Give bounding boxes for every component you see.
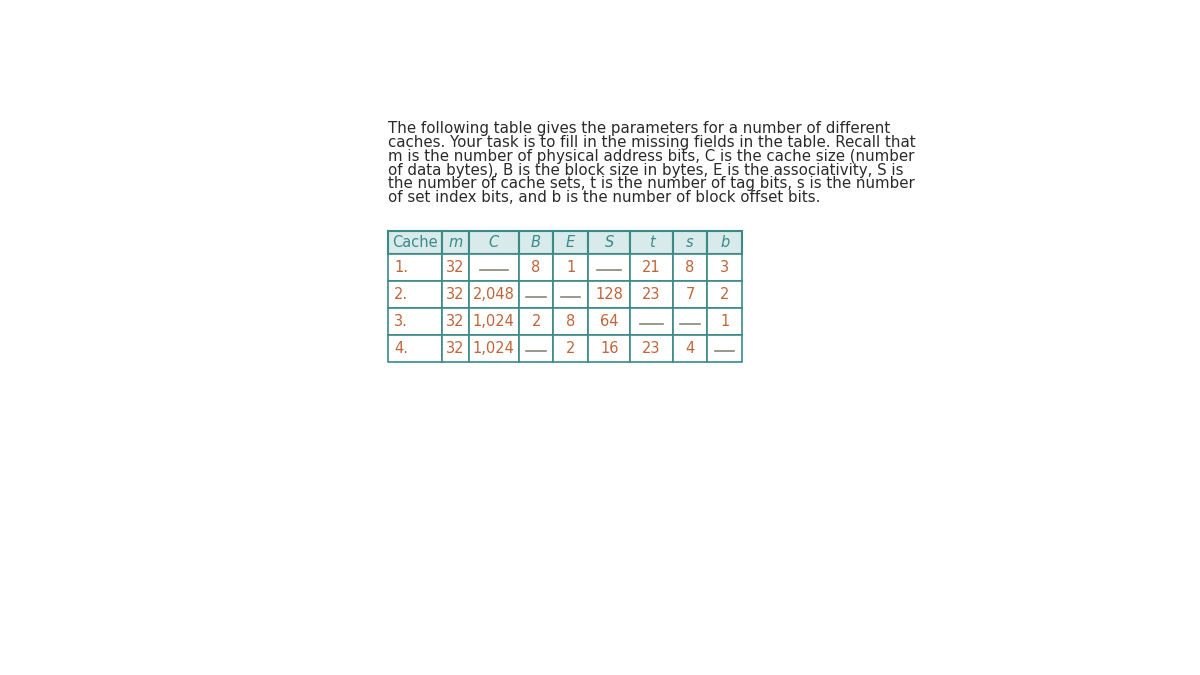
Bar [673,231,708,254]
Text: 32: 32 [446,261,464,275]
Text: 8: 8 [566,314,575,329]
Text: 2.: 2. [395,287,408,302]
Text: of data bytes), B is the block size in bytes, E is the associativity, S is: of data bytes), B is the block size in b… [388,163,904,178]
Text: 2,048: 2,048 [473,287,515,302]
Text: B: B [532,235,541,250]
Text: 32: 32 [446,341,464,356]
Text: m: m [448,235,462,250]
Text: 2: 2 [720,287,730,302]
Text: E: E [566,235,575,250]
Bar [553,254,588,281]
Bar [518,231,553,254]
Text: of set index bits, and b is the number of block offset bits.: of set index bits, and b is the number o… [388,190,821,205]
Bar [469,335,518,362]
Text: 23: 23 [642,341,661,356]
Text: 2: 2 [532,314,541,329]
Text: 1: 1 [720,314,730,329]
Text: 21: 21 [642,261,661,275]
Bar [442,308,469,335]
Bar [673,254,708,281]
Text: 1,024: 1,024 [473,314,515,329]
Bar [518,308,553,335]
Bar [673,335,708,362]
Text: 4: 4 [685,341,695,356]
Bar [469,231,518,254]
Text: 16: 16 [600,341,618,356]
Text: b: b [720,235,730,250]
Text: The following table gives the parameters for a number of different: The following table gives the parameters… [388,121,890,136]
Bar [553,335,588,362]
Bar [708,335,742,362]
Text: 3.: 3. [395,314,408,329]
Text: 1.: 1. [395,261,408,275]
Bar [469,254,518,281]
Bar [588,308,630,335]
Bar [469,308,518,335]
Bar [388,231,442,254]
Bar [388,254,442,281]
Text: 4.: 4. [395,341,408,356]
Text: m is the number of physical address bits, C is the cache size (number: m is the number of physical address bits… [388,148,914,164]
Text: s: s [686,235,694,250]
Bar [553,231,588,254]
Text: 7: 7 [685,287,695,302]
Bar [553,281,588,308]
Bar [388,335,442,362]
Bar [388,308,442,335]
Bar [630,254,673,281]
Text: 2: 2 [566,341,576,356]
Bar [630,281,673,308]
Bar [588,254,630,281]
Bar [630,308,673,335]
Bar [708,281,742,308]
Bar [553,308,588,335]
Text: Cache: Cache [392,235,438,250]
Text: S: S [605,235,614,250]
Bar [708,231,742,254]
Bar [469,281,518,308]
Bar [442,281,469,308]
Bar [588,335,630,362]
Bar [630,231,673,254]
Bar [442,231,469,254]
Text: 1: 1 [566,261,575,275]
Bar [630,335,673,362]
Text: 23: 23 [642,287,661,302]
Text: 1,024: 1,024 [473,341,515,356]
Text: C: C [488,235,499,250]
Text: the number of cache sets, t is the number of tag bits, s is the number: the number of cache sets, t is the numbe… [388,176,914,192]
Bar [708,254,742,281]
Bar [442,335,469,362]
Text: 8: 8 [685,261,695,275]
Bar [518,335,553,362]
Text: t: t [649,235,654,250]
Text: 64: 64 [600,314,618,329]
Text: 8: 8 [532,261,541,275]
Bar [518,254,553,281]
Bar [442,254,469,281]
Text: 3: 3 [720,261,730,275]
Text: 128: 128 [595,287,623,302]
Text: 32: 32 [446,314,464,329]
Bar [588,281,630,308]
Bar [673,308,708,335]
Bar [518,281,553,308]
Bar [708,308,742,335]
Bar [588,231,630,254]
Text: caches. Your task is to fill in the missing fields in the table. Recall that: caches. Your task is to fill in the miss… [388,135,916,150]
Bar [673,281,708,308]
Text: 32: 32 [446,287,464,302]
Bar [388,281,442,308]
